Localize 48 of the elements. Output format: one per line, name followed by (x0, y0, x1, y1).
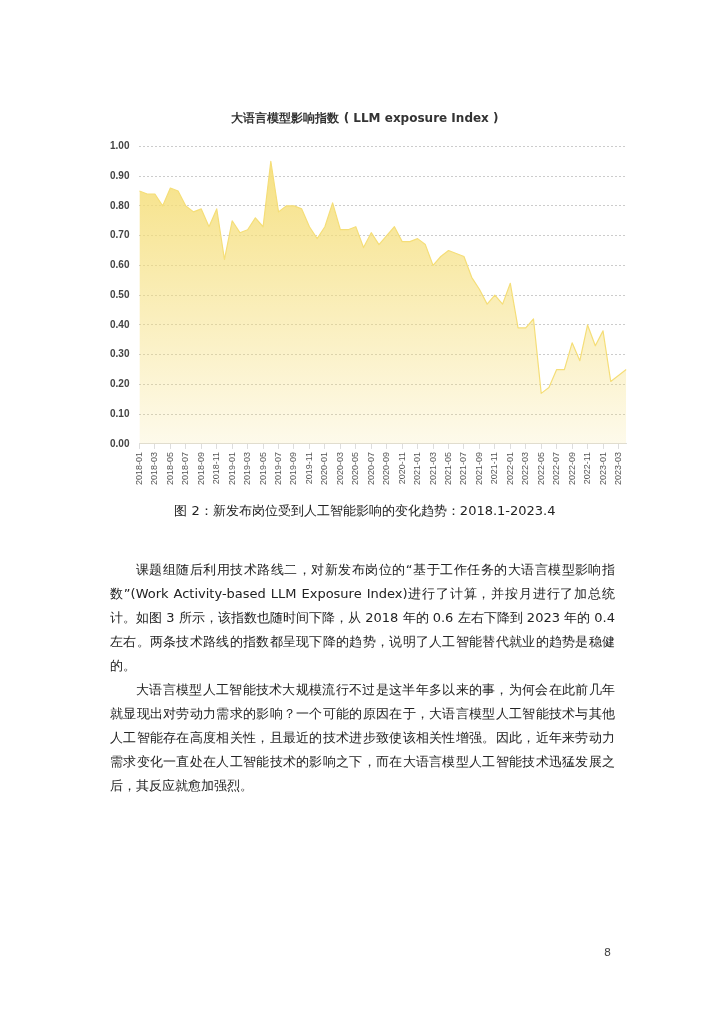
x-tick-label: 2021-03 (427, 451, 438, 485)
y-tick-label: 0.00 (109, 437, 130, 449)
x-tick-label: 2020-03 (334, 451, 345, 485)
x-tick-label: 2019-11 (303, 451, 314, 485)
x-tick-label: 2021-09 (473, 451, 484, 485)
y-tick-label: 0.50 (109, 288, 130, 300)
x-tick-label: 2019-03 (242, 451, 253, 485)
text: 大语言模型人工智能技术大规模流行不过是这半年多以来的事，为何会在此前几年就显现出对劳动力需求的影响？一个可能的原因在于，大语言模型人工智能技术与其他人工智能存在高度相关性，且最近的技术进步致使该相关性增强。因此，近年来劳动力需求变化一直处在人工智能技术的影响之下，而在大语言模型人工智能技术迅猛发展之后，其反应就愈加强烈。 (110, 681, 615, 795)
y-tick-label: 0.40 (109, 318, 130, 330)
x-tick-label: 2020-09 (381, 451, 392, 485)
x-tick-label: 2022-07 (551, 451, 562, 485)
y-tick-label: 0.20 (109, 378, 130, 390)
x-tick-label: 2022-11 (582, 451, 593, 485)
text: 课题组随后利用技术路线二，对新发布岗位的“基于工作任务的大语言模型影响指数”(Work Activity-based LLM Exposure Index)进行了计算，并按月进行了加总统计。如图 3 所示，该指数也随时间下降，从 2018 年的 0.6 左右下降到 2023 年的 0.4 左右。两条技术路线的指数都呈现下降的趋势，说明了人工智能替代就业的趋势是稳健的。 (110, 561, 615, 675)
x-tick-label: 2021-01 (412, 451, 423, 485)
y-tick-label: 0.80 (109, 199, 130, 211)
x-tick-label: 2022-01 (504, 451, 515, 485)
y-tick-label: 0.90 (109, 169, 130, 181)
x-tick-label: 2023-03 (612, 451, 623, 485)
x-tick-label: 2018-09 (195, 451, 206, 485)
y-tick-label: 0.70 (109, 229, 130, 241)
x-tick-label: 2018-11 (211, 451, 222, 485)
x-tick-label: 2022-09 (566, 451, 577, 485)
x-tick-label: 2023-01 (597, 451, 608, 485)
y-tick-label: 0.10 (109, 407, 130, 419)
x-tick-label: 2021-07 (458, 451, 469, 485)
text: 8 (604, 946, 611, 959)
caption: 图 2：新发布岗位受到人工智能影响的变化趋势：2018.1-2023.4 (173, 502, 557, 520)
x-tick-label: 2022-05 (535, 451, 546, 485)
x-tick-label: 2022-03 (520, 451, 531, 485)
x-tick-label: 2018-05 (164, 451, 175, 485)
x-tick-label: 2021-11 (489, 451, 500, 485)
x-tick-label: 2019-09 (288, 451, 299, 485)
y-tick-label: 0.30 (109, 348, 130, 360)
x-tick-label: 2020-05 (350, 451, 361, 485)
x-tick-label: 2018-07 (180, 451, 191, 485)
x-tick-label: 2020-07 (365, 451, 376, 485)
x-tick-label: 2021-05 (442, 451, 453, 485)
x-tick-label: 2019-01 (226, 451, 237, 485)
x-tick-label: 2020-01 (319, 451, 330, 485)
chart-title: 大语言模型影响指数 ( LLM exposure Index ) (231, 111, 499, 126)
x-tick-label: 2019-05 (257, 451, 268, 485)
x-tick-label: 2018-01 (133, 451, 144, 485)
x-tick-label: 2020-11 (396, 451, 407, 485)
x-tick-label: 2018-03 (149, 451, 160, 485)
y-tick-label: 1.00 (109, 140, 130, 152)
x-tick-label: 2019-07 (273, 451, 284, 485)
y-tick-label: 0.60 (109, 259, 130, 271)
